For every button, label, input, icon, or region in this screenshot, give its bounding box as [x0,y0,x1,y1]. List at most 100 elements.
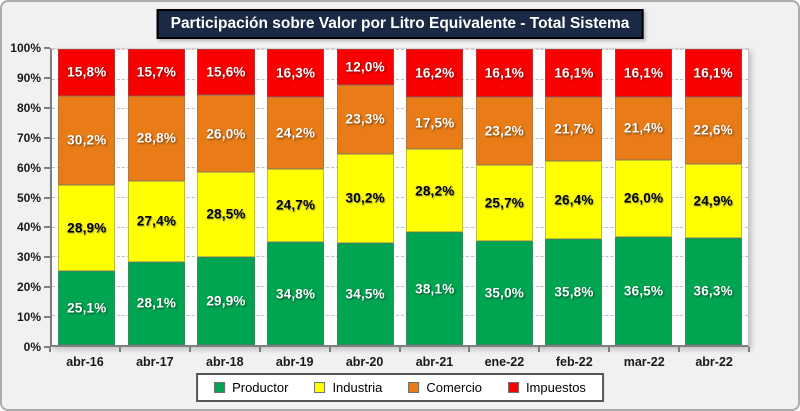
bar-segment-label: 24,9% [693,193,733,209]
bar-column: 36,3% 24,9% 22,6% 16,1% [678,49,748,345]
x-tick-label: feb-22 [555,355,593,369]
bar-segment-label: 23,3% [345,111,385,127]
stacked-bar: 35,0% 25,7% 23,2% 16,1% [475,49,533,345]
x-tick [678,347,681,352]
bar-segment-label: 25,7% [484,195,524,211]
bar-segment-impuestos: 15,7% [127,49,185,96]
y-axis-ticks [44,47,50,348]
x-tick [398,347,401,352]
bar-segment-impuestos: 16,1% [545,49,603,97]
x-axis-ticks [49,347,750,352]
legend-label: Industria [332,380,383,395]
bar-segment-label: 16,1% [693,65,733,81]
bar-column: 29,9% 28,5% 26,0% 15,6% [191,49,261,345]
bar-segment-comercio: 28,8% [127,95,185,181]
bar-segment-label: 35,0% [484,285,524,301]
stacked-bar: 34,8% 24,7% 24,2% 16,3% [267,49,325,345]
bar-segment-label: 17,5% [415,115,455,131]
x-tick-label: abr-21 [415,355,454,369]
bar-segment-productor: 29,9% [197,256,255,345]
bar-segment-label: 28,2% [415,183,455,198]
x-tick-label: abr-22 [695,355,733,369]
bar-segment-label: 29,9% [206,293,246,309]
bar-column: 35,8% 26,4% 21,7% 16,1% [539,49,609,345]
y-tick-label: 0% [23,340,41,354]
grid-line [52,78,748,80]
grid-line [52,137,748,139]
bar-segment-label: 12,0% [345,59,385,75]
x-tick [608,347,611,352]
legend-item-comercio: Comercio [408,380,482,395]
bar-segment-label: 34,5% [345,286,385,302]
bar-segment-label: 25,1% [67,300,107,316]
bar-segment-productor: 34,8% [267,242,325,345]
x-tick [328,347,331,352]
bar-segment-comercio: 22,6% [684,96,742,164]
bar-segment-label: 16,1% [554,65,594,81]
bar-segment-industria: 26,4% [545,160,603,240]
grid-line [52,197,748,198]
plot-area: 25,1% 28,9% 30,2% 15,8% 28,1% 27,4% 28,8% 15,7%… [50,48,749,347]
legend-swatch [314,382,326,393]
y-tick-label: 80% [16,100,41,115]
x-tick-label: abr-17 [136,355,174,369]
y-tick [44,166,50,169]
bar-column: 34,5% 30,2% 23,3% 12,0% [330,49,400,345]
bar-segment-industria: 26,0% [615,160,673,237]
y-tick [44,106,50,109]
legend-swatch [507,382,519,393]
bar-segment-comercio: 21,4% [615,96,673,161]
bar-segment-comercio: 17,5% [406,96,464,149]
chart-title: Participación sobre Valor por Litro Equi… [156,9,644,39]
y-tick-label: 20% [16,280,41,295]
grid-line [52,49,748,50]
bar-column: 34,8% 24,7% 24,2% 16,3% [261,49,331,345]
bar-segment-industria: 30,2% [336,153,394,243]
y-tick [44,76,50,79]
bar-segment-label: 24,7% [275,197,316,213]
bar-segment-impuestos: 16,1% [615,49,673,97]
bar-segment-industria: 28,9% [58,185,116,271]
legend-item-impuestos: Impuestos [507,380,586,395]
bar-segment-label: 26,4% [554,192,594,208]
bar-segment-label: 16,1% [623,65,664,81]
bar-segment-label: 36,5% [623,283,664,299]
bar-segment-label: 16,2% [415,65,455,81]
y-tick-label: 60% [16,160,41,175]
bar-segment-label: 30,2% [67,132,107,148]
grid-line [52,108,748,110]
bar-segment-industria: 27,4% [127,180,185,262]
bar-segment-label: 21,7% [554,121,594,137]
bar-segment-industria: 25,7% [475,165,533,242]
bar-segment-label: 34,8% [275,286,316,301]
bar-segment-productor: 36,3% [684,237,742,345]
x-tick-label: abr-19 [275,355,314,369]
bar-segment-label: 15,6% [206,64,246,80]
bar-segment-label: 28,1% [136,295,177,311]
x-tick [468,347,471,352]
legend-label: Impuestos [525,380,586,395]
bar-segment-industria: 28,2% [406,148,464,233]
y-tick [44,256,50,259]
y-tick [44,226,50,229]
bar-segment-productor: 36,5% [615,236,673,345]
y-tick-label: 40% [16,220,41,235]
bar-segment-impuestos: 16,1% [684,49,742,97]
y-tick [44,47,50,49]
y-tick [44,346,50,348]
y-tick-label: 30% [16,250,41,265]
y-tick-label: 50% [16,190,41,205]
x-tick [538,347,541,352]
x-tick-label: abr-20 [345,355,384,369]
bar-segment-label: 16,1% [484,65,524,81]
x-tick-label: ene-22 [484,355,525,369]
x-axis-labels: abr-16 abr-17 abr-18 abr-19 abr-20 abr-21 ene-… [50,355,749,369]
bar-segment-comercio: 30,2% [58,95,116,186]
y-tick [44,196,50,199]
bar-segment-comercio: 24,2% [267,97,325,169]
x-tick-label: abr-16 [66,355,104,369]
bar-segment-label: 15,7% [136,64,177,80]
bar-segment-label: 26,0% [623,190,664,206]
stacked-bar: 29,9% 28,5% 26,0% 15,6% [197,49,255,345]
